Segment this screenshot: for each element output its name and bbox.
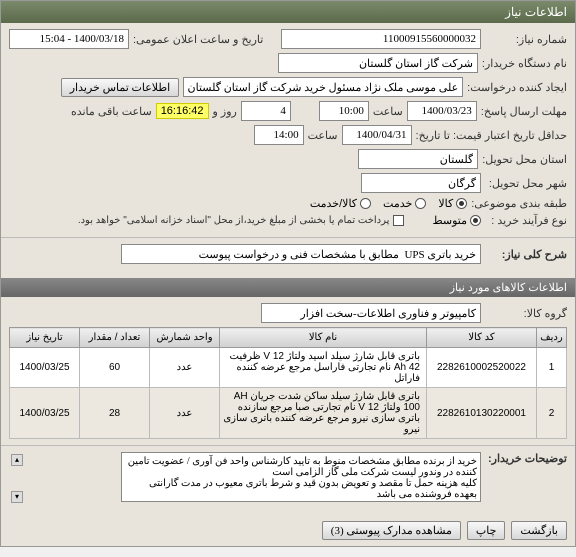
validity-date-field[interactable] [342, 125, 412, 145]
group-label: گروه کالا: [485, 307, 567, 320]
day-label: روز و [213, 105, 237, 118]
col-date: تاریخ نیاز [10, 328, 80, 348]
deadline-time-field[interactable] [319, 101, 369, 121]
attachments-button[interactable]: مشاهده مدارک پیوستی (3) [322, 521, 461, 540]
creator-label: ایجاد کننده درخواست: [467, 81, 567, 94]
province-field[interactable] [358, 149, 478, 169]
days-field[interactable] [241, 101, 291, 121]
budget-label: طبقه بندی موضوعی: [471, 197, 567, 210]
buyer-org-field[interactable] [278, 53, 478, 73]
radio-icon [415, 198, 426, 209]
radio-service-label: خدمت [383, 197, 412, 210]
col-index: ردیف [537, 328, 567, 348]
items-subheader: اطلاعات کالاهای مورد نیاز [1, 278, 575, 297]
radio-goods-label: کالا [438, 197, 453, 210]
scroll-up-icon[interactable]: ▴ [11, 454, 23, 466]
table-cell: 2282610002520022 [427, 348, 537, 388]
radio-goods-service[interactable]: کالا/خدمت [310, 197, 371, 210]
table-cell: 1 [537, 348, 567, 388]
table-cell: عدد [150, 388, 220, 439]
validity-label: حداقل تاریخ اعتبار قیمت: تا تاریخ: [416, 129, 567, 142]
deadline-date-field[interactable] [407, 101, 477, 121]
items-table: ردیف کد کالا نام کالا واحد شمارش تعداد /… [9, 327, 567, 439]
panel-title: اطلاعات نیاز [1, 1, 575, 23]
buyer-notes-label: توضیحات خریدار: [485, 452, 567, 465]
province-label: استان محل تحویل: [482, 153, 567, 166]
footer-buttons: بازگشت چاپ مشاهده مدارک پیوستی (3) [1, 515, 575, 546]
radio-icon [360, 198, 371, 209]
radio-medium[interactable]: متوسط [432, 214, 481, 227]
col-unit: واحد شمارش [150, 328, 220, 348]
need-no-label: شماره نیاز: [485, 33, 567, 46]
form-top: شماره نیاز: تاریخ و ساعت اعلان عمومی: نا… [1, 23, 575, 237]
radio-goods[interactable]: کالا [438, 197, 467, 210]
col-name: نام کالا [220, 328, 427, 348]
partial-pay-note: پرداخت تمام یا بخشی از مبلغ خرید،از محل … [78, 215, 390, 226]
table-cell: عدد [150, 348, 220, 388]
table-header-row: ردیف کد کالا نام کالا واحد شمارش تعداد /… [10, 328, 567, 348]
deadline-label: مهلت ارسال پاسخ: [481, 105, 567, 118]
radio-service[interactable]: خدمت [383, 197, 426, 210]
radio-gs-label: کالا/خدمت [310, 197, 357, 210]
table-cell: 1400/03/25 [10, 388, 80, 439]
buyer-org-label: نام دستگاه خریدار: [482, 57, 567, 70]
city-label: شهر محل تحویل: [485, 177, 567, 190]
needs-info-panel: اطلاعات نیاز شماره نیاز: تاریخ و ساعت اع… [0, 0, 576, 547]
back-button[interactable]: بازگشت [511, 521, 567, 540]
hour-label-1: ساعت [373, 105, 403, 118]
remaining-time: 16:16:42 [156, 103, 209, 119]
partial-pay-checkbox[interactable] [393, 215, 404, 226]
table-cell: باتری قابل شارژ سیلد اسید ولتاژ V 12 ظرف… [220, 348, 427, 388]
print-button[interactable]: چاپ [467, 521, 506, 540]
table-cell: 28 [80, 388, 150, 439]
table-row[interactable]: 12282610002520022باتری قابل شارژ سیلد اس… [10, 348, 567, 388]
pub-date-field[interactable] [9, 29, 129, 49]
col-qty: تعداد / مقدار [80, 328, 150, 348]
contact-buyer-button[interactable]: اطلاعات تماس خریدار [61, 78, 179, 97]
table-cell: 60 [80, 348, 150, 388]
scroll-down-icon[interactable]: ▾ [11, 491, 23, 503]
desc-label: شرح کلی نیاز: [485, 248, 567, 261]
radio-icon [456, 198, 467, 209]
remain-label: ساعت باقی مانده [71, 105, 152, 118]
radio-medium-label: متوسط [432, 214, 467, 227]
table-cell: باتری قابل شارژ سیلد ساکن شدت جریان AH 1… [220, 388, 427, 439]
group-field[interactable] [261, 303, 481, 323]
table-row[interactable]: 22282610130220001باتری قابل شارژ سیلد سا… [10, 388, 567, 439]
table-cell: 1400/03/25 [10, 348, 80, 388]
process-label: نوع فرآیند خرید : [485, 214, 567, 227]
creator-field[interactable] [183, 77, 463, 97]
table-cell: 2282610130220001 [427, 388, 537, 439]
desc-field[interactable] [121, 244, 481, 264]
city-field[interactable] [361, 173, 481, 193]
need-no-field[interactable] [281, 29, 481, 49]
validity-time-field[interactable] [254, 125, 304, 145]
col-code: کد کالا [427, 328, 537, 348]
hour-label-2: ساعت [308, 129, 338, 142]
buyer-notes-textarea[interactable] [121, 452, 481, 502]
table-cell: 2 [537, 388, 567, 439]
radio-icon [470, 215, 481, 226]
classification-radio-group: کالا خدمت کالا/خدمت [310, 197, 467, 210]
pub-date-label: تاریخ و ساعت اعلان عمومی: [133, 33, 263, 46]
